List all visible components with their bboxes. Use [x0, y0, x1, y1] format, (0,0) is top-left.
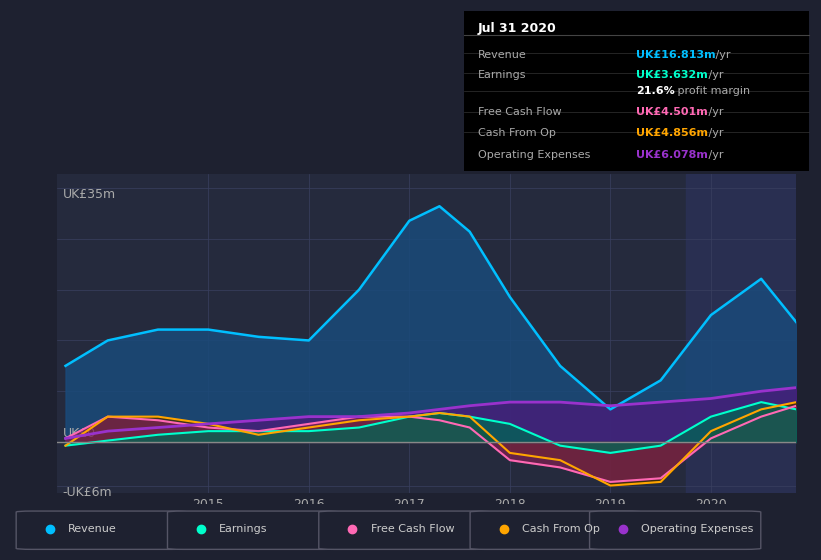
Text: Jul 31 2020: Jul 31 2020	[478, 22, 557, 35]
Text: UK£4.856m: UK£4.856m	[636, 128, 709, 138]
Text: Earnings: Earnings	[478, 70, 526, 80]
FancyBboxPatch shape	[589, 511, 761, 549]
Text: /yr: /yr	[704, 70, 723, 80]
Text: Free Cash Flow: Free Cash Flow	[478, 107, 562, 117]
Text: UK£6.078m: UK£6.078m	[636, 150, 709, 160]
Text: Earnings: Earnings	[219, 524, 268, 534]
Text: /yr: /yr	[704, 150, 723, 160]
Text: UK£3.632m: UK£3.632m	[636, 70, 708, 80]
Text: Revenue: Revenue	[68, 524, 117, 534]
Text: Cash From Op: Cash From Op	[522, 524, 600, 534]
FancyBboxPatch shape	[319, 511, 490, 549]
Text: 21.6%: 21.6%	[636, 86, 675, 96]
Text: Cash From Op: Cash From Op	[478, 128, 556, 138]
Bar	[686, 174, 796, 493]
FancyBboxPatch shape	[16, 511, 187, 549]
Text: Operating Expenses: Operating Expenses	[478, 150, 590, 160]
Text: Free Cash Flow: Free Cash Flow	[370, 524, 454, 534]
FancyBboxPatch shape	[167, 511, 339, 549]
Text: Operating Expenses: Operating Expenses	[641, 524, 754, 534]
Text: UK£16.813m: UK£16.813m	[636, 49, 716, 59]
Text: /yr: /yr	[712, 49, 731, 59]
Text: UK£4.501m: UK£4.501m	[636, 107, 708, 117]
Text: /yr: /yr	[704, 128, 723, 138]
Text: -UK£6m: -UK£6m	[62, 486, 112, 498]
Text: profit margin: profit margin	[674, 86, 750, 96]
Text: UK£35m: UK£35m	[62, 188, 116, 201]
Text: /yr: /yr	[704, 107, 723, 117]
Text: Revenue: Revenue	[478, 49, 526, 59]
Text: UK£0: UK£0	[62, 427, 95, 440]
FancyBboxPatch shape	[470, 511, 641, 549]
